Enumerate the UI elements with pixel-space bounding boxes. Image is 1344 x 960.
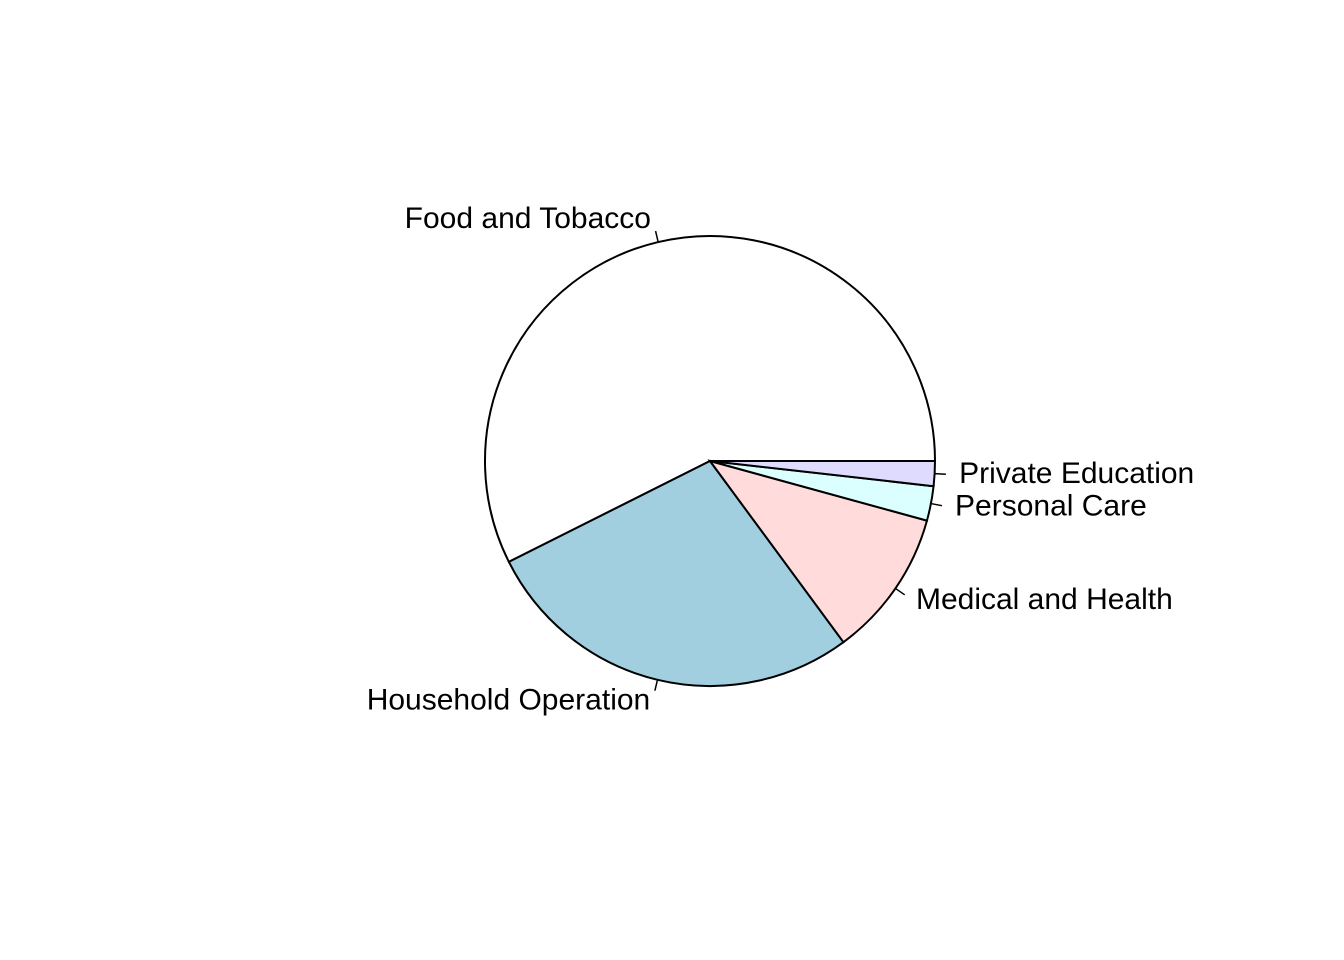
label-ticks — [654, 230, 946, 691]
slice-label: Private Education — [959, 457, 1194, 490]
pie-slices — [484, 235, 937, 687]
pie-slice — [484, 235, 937, 564]
slice-label: Personal Care — [955, 490, 1147, 523]
slice-label: Medical and Health — [916, 583, 1173, 616]
slice-label: Food and Tobacco — [405, 202, 651, 235]
label-tick — [934, 472, 946, 476]
slice-labels: Food and Tobacco Household Operation Medic… — [367, 202, 1195, 717]
label-tick — [654, 230, 659, 243]
pie-slice — [709, 460, 937, 488]
slice-label: Household Operation — [367, 684, 651, 717]
label-tick — [895, 587, 906, 596]
label-tick — [930, 502, 943, 507]
label-tick — [654, 679, 659, 691]
